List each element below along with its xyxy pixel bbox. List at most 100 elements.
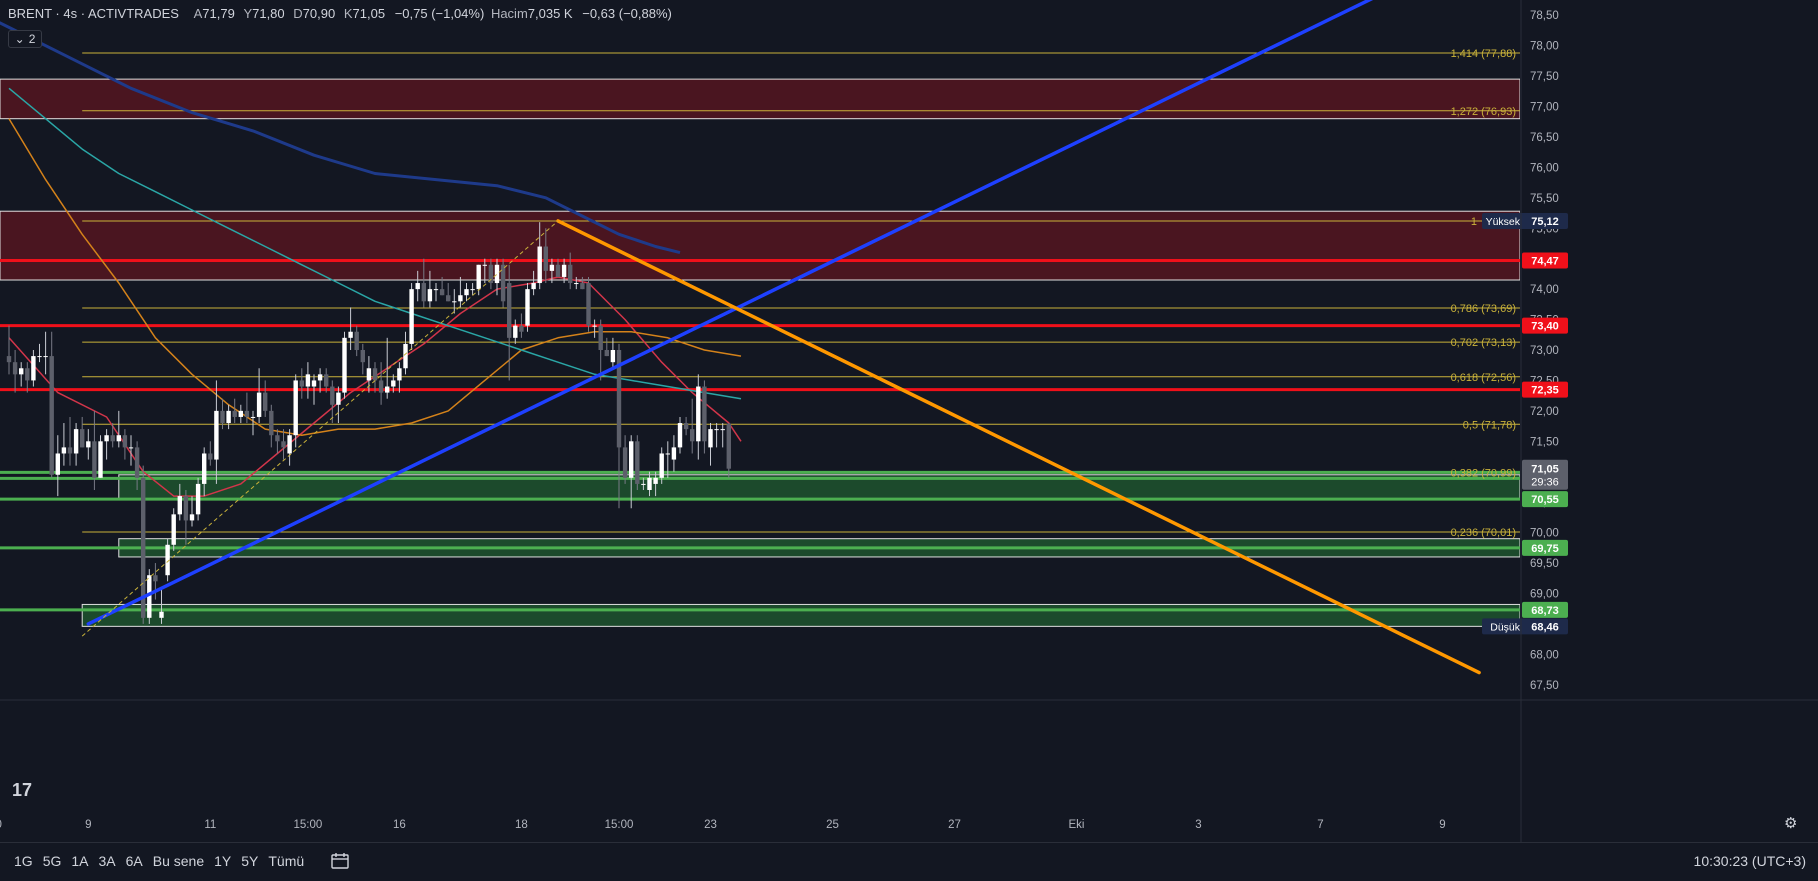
candle — [354, 325, 359, 357]
candle-body — [55, 453, 60, 475]
candle-body — [281, 441, 286, 448]
candle-body — [525, 289, 530, 326]
candle — [110, 423, 115, 448]
candle-body — [409, 289, 414, 344]
indicators-collapse-button[interactable]: ⌄ 2 — [8, 30, 42, 48]
candle-body — [690, 429, 695, 442]
y-axis-tick: 77,50 — [1530, 71, 1559, 83]
candle — [177, 483, 182, 521]
candle-body — [153, 575, 158, 582]
candle — [116, 410, 121, 448]
candle — [421, 258, 426, 308]
candle — [708, 423, 713, 466]
candle — [604, 337, 609, 357]
candle — [427, 270, 433, 308]
candle — [622, 435, 628, 484]
candle-body — [708, 429, 713, 448]
candle-body — [147, 575, 152, 618]
fib-level-label: 0,702 (73,13) — [1451, 337, 1516, 349]
candle-body — [616, 350, 622, 448]
candle-body — [25, 368, 30, 381]
candle — [720, 423, 725, 448]
candle — [397, 362, 402, 393]
range-1y-button[interactable]: 1Y — [214, 853, 232, 869]
candle-body — [592, 325, 597, 327]
price-chart[interactable]: 1,414 (77,88) 1,272 (76,93) 1 0,786 (73,69)… — [0, 0, 1818, 842]
range-5y-button[interactable]: 5Y — [241, 853, 259, 869]
candle-body — [311, 380, 317, 387]
candle-body — [537, 246, 542, 284]
range-3m-button[interactable]: 3A — [98, 853, 116, 869]
candle-body — [122, 435, 128, 448]
candle-body — [348, 331, 353, 338]
candle — [104, 429, 109, 460]
x-axis-tick: 15:00 — [605, 819, 634, 831]
candle — [378, 362, 384, 405]
clock[interactable]: 10:30:23 (UTC+3) — [1693, 853, 1806, 869]
candle-body — [250, 416, 256, 418]
range-buttons: 1G 5G 1A 3A 6A Bu sene 1Y 5Y Tümü — [14, 853, 314, 869]
range-1d-button[interactable]: 1G — [14, 853, 33, 869]
x-axis-tick: 25 — [826, 819, 839, 831]
candle — [641, 477, 646, 490]
candle — [244, 392, 250, 424]
candle-body — [549, 264, 555, 271]
y-axis-tick: 70,00 — [1530, 528, 1559, 540]
candle-body — [116, 435, 121, 442]
candle — [336, 386, 341, 424]
candle-body — [19, 368, 24, 375]
range-all-button[interactable]: Tümü — [268, 853, 305, 869]
high-price-tag — [1482, 212, 1568, 229]
calendar-range-icon[interactable] — [330, 851, 350, 871]
candle — [470, 283, 475, 296]
y-axis-tick: 75,50 — [1530, 193, 1559, 205]
candle — [67, 416, 73, 466]
candle-body — [452, 301, 457, 303]
x-axis-tick: 7 — [1317, 819, 1323, 831]
range-1m-button[interactable]: 1A — [71, 853, 89, 869]
candle — [12, 350, 18, 393]
candle — [671, 435, 677, 472]
range-5d-button[interactable]: 5G — [42, 853, 62, 869]
candle-body — [299, 380, 304, 387]
level-price-tag — [1522, 317, 1568, 334]
candle — [653, 471, 658, 497]
candle-body — [244, 410, 250, 417]
candle — [598, 319, 603, 381]
candle — [147, 569, 152, 624]
gear-icon[interactable]: ⚙ — [1784, 815, 1798, 832]
candle-body — [488, 264, 494, 284]
tradingview-logo-icon[interactable]: 17 — [12, 780, 33, 800]
high-value: 71,80 — [252, 6, 285, 21]
candle-body — [165, 544, 170, 576]
candle-body — [226, 410, 231, 424]
close-value: 71,05 — [352, 6, 386, 21]
candle-body — [446, 295, 451, 302]
candle-body — [238, 410, 243, 417]
fib-level-label: 1,272 (76,93) — [1451, 106, 1516, 118]
candle — [86, 429, 91, 460]
candle — [403, 331, 408, 375]
candle-body — [385, 386, 390, 393]
candle — [458, 276, 463, 308]
low-price-name: Düşük — [1490, 621, 1521, 633]
candle — [134, 441, 140, 490]
bottom-toolbar: 1G 5G 1A 3A 6A Bu sene 1Y 5Y Tümü 10:30:… — [0, 842, 1818, 881]
candle-body — [702, 386, 707, 442]
candle-body — [263, 392, 268, 411]
indicators-count: 2 — [28, 32, 36, 46]
candle-body — [177, 496, 182, 515]
candle-body — [403, 343, 408, 369]
y-axis-tick: 73,00 — [1530, 345, 1559, 357]
candle-body — [232, 410, 237, 417]
candle-body — [653, 477, 658, 484]
range-6m-button[interactable]: 6A — [125, 853, 143, 869]
symbol-title[interactable]: BRENT · 4s · ACTIVTRADES — [8, 6, 179, 21]
candle-body — [360, 350, 365, 363]
x-axis-tick: 6:00 — [0, 819, 2, 831]
fib-level-label: 0,5 (71,78) — [1463, 419, 1516, 431]
candle — [525, 283, 530, 332]
candle — [6, 325, 12, 375]
candle — [488, 258, 494, 290]
range-ytd-button[interactable]: Bu sene — [152, 853, 205, 869]
